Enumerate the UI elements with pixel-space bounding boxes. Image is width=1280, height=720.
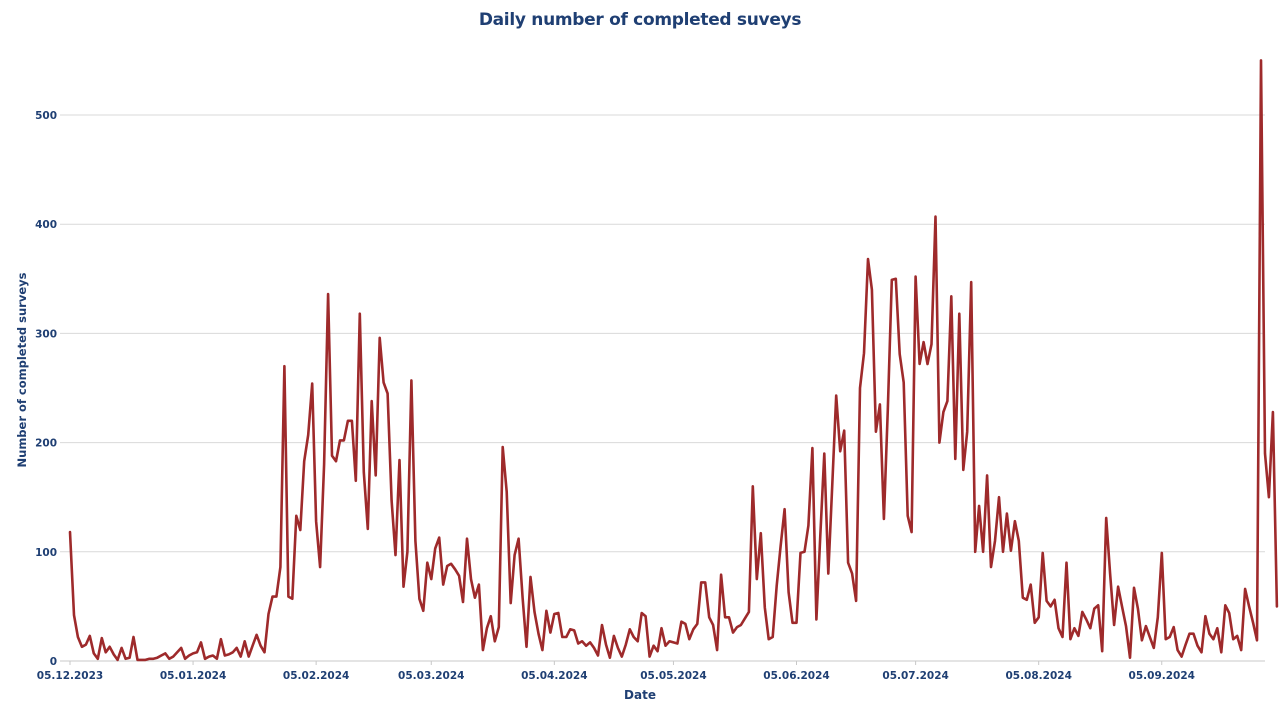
x-tick-label: 05.05.2024 <box>640 670 706 682</box>
y-tick-label: 100 <box>35 547 57 559</box>
y-tick-label: 0 <box>50 656 57 668</box>
y-tick-label: 200 <box>35 438 57 450</box>
y-axis-ticks: 0 100 200 300 400 500 <box>35 110 57 668</box>
x-tick-label: 05.02.2024 <box>283 670 349 682</box>
x-tick-label: 05.08.2024 <box>1005 670 1071 682</box>
y-tick-label: 300 <box>35 328 57 340</box>
x-tick-label: 05.07.2024 <box>882 670 948 682</box>
y-tick-label: 400 <box>35 219 57 231</box>
gridlines <box>60 114 1265 662</box>
x-tick-label: 05.12.2023 <box>37 670 103 682</box>
x-tick-label: 05.04.2024 <box>521 670 587 682</box>
x-axis-ticks: 05.12.2023 05.01.2024 05.02.2024 05.03.2024… <box>37 661 1195 682</box>
x-tick-label: 05.03.2024 <box>398 670 464 682</box>
x-tick-label: 05.09.2024 <box>1129 670 1195 682</box>
series-group <box>68 59 1279 662</box>
y-tick-label: 500 <box>35 110 57 122</box>
x-tick-label: 05.06.2024 <box>763 670 829 682</box>
series-line <box>68 59 1279 662</box>
x-tick-label: 05.01.2024 <box>160 670 226 682</box>
x-axis-label: Date <box>624 688 656 702</box>
chart-title: Daily number of completed suveys <box>478 10 802 30</box>
